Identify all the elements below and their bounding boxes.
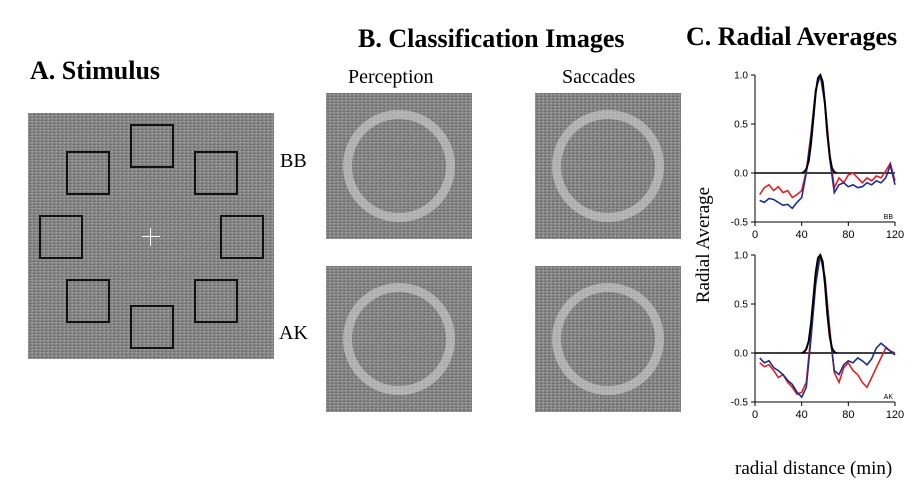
classification-image-bb-saccades [535, 93, 681, 239]
panel-a-title: A. Stimulus [30, 56, 161, 85]
chart-bb-subject-label: BB [884, 214, 894, 221]
stimulus-image [28, 113, 274, 359]
classification-image-bb-perception [326, 93, 472, 239]
x-axis-label: radial distance (min) [735, 458, 893, 479]
stimulus-box [39, 215, 83, 259]
stimulus-box [220, 215, 264, 259]
chart-ak-black-series [801, 252, 838, 354]
panel-b-title: B. Classification Images [358, 24, 625, 53]
stimulus-box [130, 305, 174, 349]
column-label-perception: Perception [348, 66, 434, 88]
chart-bb-red-series [759, 74, 896, 199]
fixation-cross-icon [150, 228, 151, 246]
fixation-cross-icon [142, 236, 160, 237]
chart-ak-red-series [759, 254, 896, 396]
chart-bb-black-series [801, 72, 838, 174]
chart-ak-blue-series [759, 254, 896, 399]
panel-c-title: C. Radial Averages [686, 22, 898, 51]
row-label-ak: AK [279, 322, 308, 344]
y-axis-label: Radial Average [693, 186, 714, 304]
chart-ak-y-tick-label: 0.5 [734, 300, 748, 311]
chart-ak-subject-label: AK [884, 394, 894, 401]
chart-ak-x-tick-label: 80 [842, 409, 854, 421]
chart-bb-y-tick-label: -0.5 [731, 218, 749, 229]
chart-bb-y-tick-label: 1.0 [734, 71, 748, 82]
classification-image-ak-saccades [535, 266, 681, 412]
stimulus-box [194, 151, 238, 195]
chart-ak-y-tick-label: 1.0 [734, 251, 748, 262]
column-label-saccades: Saccades [562, 66, 636, 88]
chart-ak-x-tick-label: 0 [752, 409, 758, 421]
chart-bb-x-tick-label: 0 [752, 229, 758, 241]
chart-ak-x-tick-label: 40 [796, 409, 808, 421]
chart-bb-y-tick-label: 0.5 [734, 120, 748, 131]
chart-bb-y-tick-label: 0.0 [734, 169, 748, 180]
chart-ak-y-tick-label: 0.0 [734, 349, 748, 360]
stimulus-box [130, 124, 174, 168]
chart-bb-blue-series [759, 74, 896, 210]
stimulus-box [66, 151, 110, 195]
stimulus-box [194, 279, 238, 323]
row-label-bb: BB [280, 150, 307, 172]
chart-ak-y-tick-label: -0.5 [731, 398, 749, 409]
stimulus-box [66, 279, 110, 323]
chart-bb-x-tick-label: 120 [886, 229, 904, 241]
chart-bb-x-tick-label: 80 [842, 229, 854, 241]
chart-bb-x-tick-label: 40 [796, 229, 808, 241]
classification-image-ak-perception [326, 266, 472, 412]
chart-ak-x-tick-label: 120 [886, 409, 904, 421]
